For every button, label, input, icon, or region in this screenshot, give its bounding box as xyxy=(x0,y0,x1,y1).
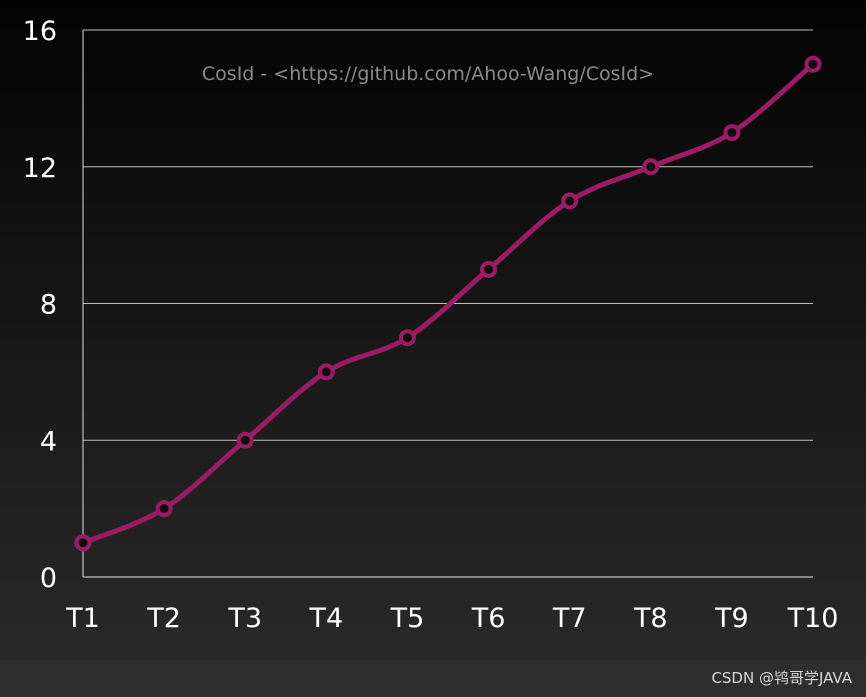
x-tick-label: T6 xyxy=(471,603,506,634)
chart-annotation: CosId - <https://github.com/Ahoo-Wang/Co… xyxy=(202,63,654,85)
x-tick-label: T1 xyxy=(65,603,100,634)
series-line xyxy=(80,61,816,546)
y-tick-label: 8 xyxy=(40,290,57,321)
data-point xyxy=(804,55,822,73)
line-chart: 0 4 8 12 16 T1 T2 T3 T4 T5 T6 T7 T8 T9 T10 CosId - <ht… xyxy=(23,16,839,634)
grid-layer xyxy=(83,29,813,441)
axis-layer: 0 4 8 12 16 T1 T2 T3 T4 T5 T6 T7 T8 T9 T10 xyxy=(23,16,839,634)
x-tick-label: T8 xyxy=(633,603,668,634)
y-tick-label: 12 xyxy=(23,153,57,184)
csdn-watermark: CSDN @鸨哥学JAVA xyxy=(711,669,852,687)
data-point xyxy=(236,431,254,449)
data-point xyxy=(317,363,335,381)
chart-svg: 0 4 8 12 16 T1 T2 T3 T4 T5 T6 T7 T8 T9 T10 CosId - <ht… xyxy=(23,16,839,634)
y-tick-label: 4 xyxy=(40,426,57,457)
x-tick-label: T4 xyxy=(308,603,343,634)
x-tick-label: T9 xyxy=(714,603,749,634)
data-point xyxy=(642,158,660,176)
data-point xyxy=(74,534,92,552)
data-point xyxy=(398,329,416,347)
x-tick-label: T5 xyxy=(390,603,425,634)
data-point xyxy=(155,500,173,518)
x-tick-label: T7 xyxy=(552,603,587,634)
x-tick-label: T2 xyxy=(146,603,181,634)
footer-band xyxy=(0,660,866,697)
y-tick-label: 16 xyxy=(23,16,57,47)
y-tick-label: 0 xyxy=(40,563,57,594)
series-layer xyxy=(74,55,822,552)
x-tick-label: T3 xyxy=(227,603,262,634)
data-point xyxy=(723,124,741,142)
data-point xyxy=(561,192,579,210)
data-point xyxy=(480,260,498,278)
x-tick-label: T10 xyxy=(787,603,839,634)
